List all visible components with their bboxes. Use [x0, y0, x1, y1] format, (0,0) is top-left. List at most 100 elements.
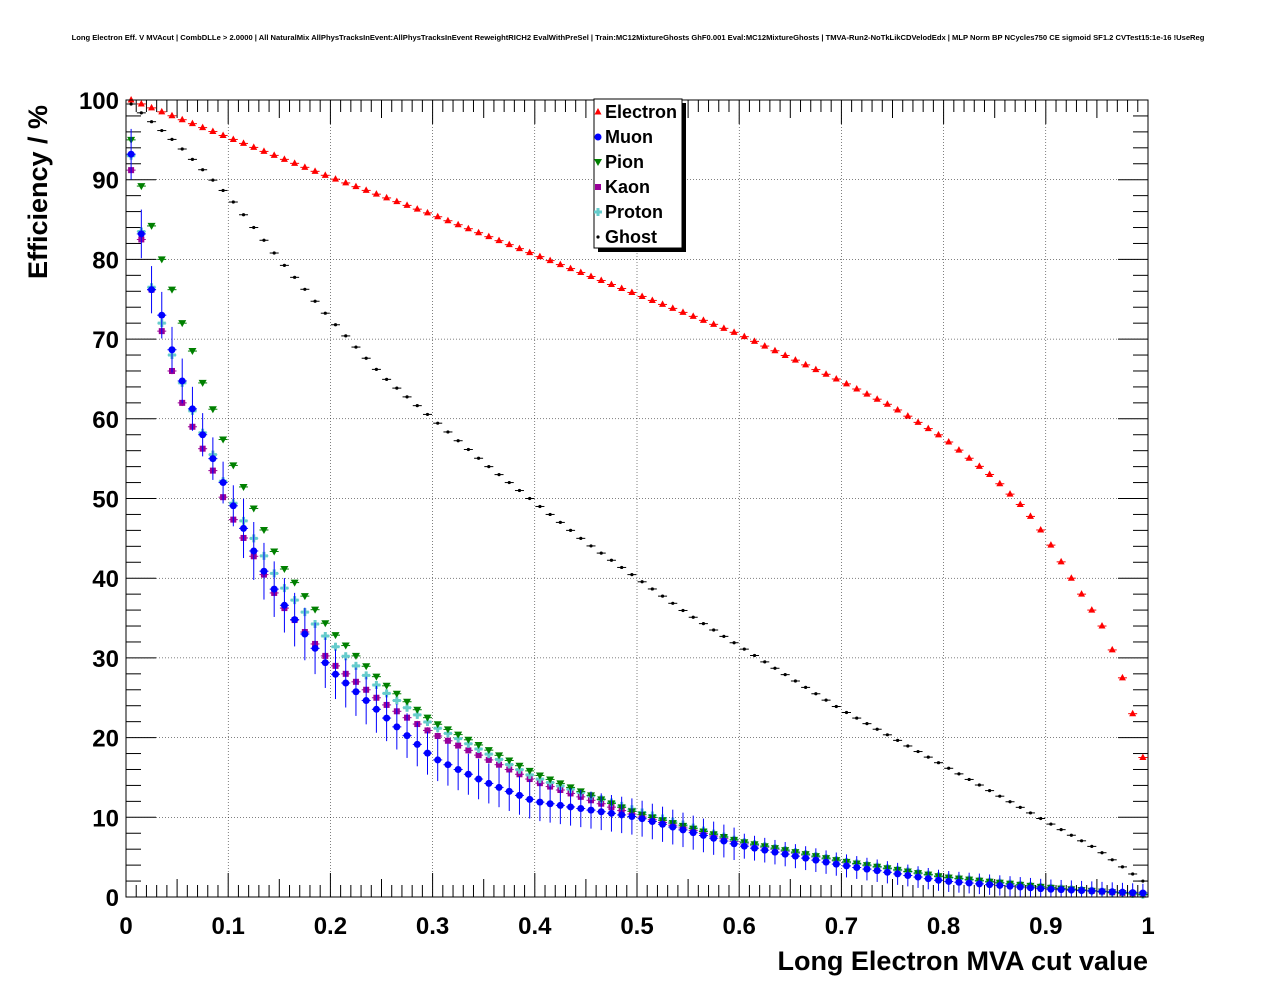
x-tick-label: 0.8 — [927, 913, 960, 940]
x-tick-label: 0.7 — [825, 913, 858, 940]
legend-label: Electron — [605, 102, 677, 122]
data-point — [955, 878, 963, 886]
data-point — [691, 615, 695, 619]
data-point — [1006, 490, 1014, 497]
data-point — [454, 731, 463, 739]
data-point — [965, 879, 973, 887]
data-point — [730, 328, 738, 335]
data-point — [875, 727, 879, 731]
data-point — [443, 726, 452, 734]
data-point — [505, 240, 513, 248]
data-point — [455, 742, 462, 749]
y-tick-label: 30 — [92, 646, 119, 673]
data-point — [885, 733, 889, 737]
legend-entry-kaon: Kaon — [595, 177, 650, 197]
legend-entries: Electron Muon Pion Kaon Proton Ghost — [594, 102, 677, 247]
data-point — [546, 256, 554, 264]
data-point — [822, 858, 830, 866]
data-point — [127, 96, 135, 103]
data-point — [936, 761, 941, 765]
data-point — [270, 151, 278, 158]
data-point — [548, 512, 552, 517]
data-point — [139, 111, 143, 115]
data-point — [465, 747, 472, 754]
data-point — [413, 205, 421, 212]
data-point — [321, 620, 330, 628]
legend-box — [593, 98, 683, 249]
data-point — [671, 601, 675, 605]
data-point — [536, 252, 544, 260]
data-point — [168, 346, 176, 354]
data-point — [1008, 800, 1012, 804]
y-tick-label: 70 — [92, 327, 119, 354]
data-point — [567, 803, 575, 811]
data-point — [855, 716, 859, 720]
data-point — [484, 747, 493, 755]
data-point — [1057, 886, 1065, 894]
data-point — [259, 526, 268, 534]
data-point — [157, 256, 166, 264]
data-point — [1110, 858, 1114, 862]
data-point — [239, 483, 248, 491]
data-point — [771, 848, 779, 856]
data-point — [528, 496, 532, 501]
data-point — [843, 379, 851, 387]
data-point — [814, 692, 818, 696]
data-point — [1131, 872, 1135, 876]
x-axis-label: Long Electron MVA cut value — [777, 946, 1148, 976]
data-point — [505, 787, 513, 795]
legend-marker — [594, 108, 602, 115]
data-point — [446, 430, 450, 434]
data-point — [720, 324, 728, 331]
legend-entry-proton: Proton — [594, 202, 663, 222]
data-point — [464, 736, 473, 744]
data-point — [137, 230, 145, 238]
data-point — [393, 197, 401, 205]
data-point — [475, 752, 482, 759]
data-point — [434, 756, 442, 764]
data-point — [1079, 839, 1084, 843]
data-point — [781, 351, 789, 358]
data-point — [538, 504, 542, 509]
data-point — [485, 779, 493, 787]
data-point — [618, 284, 626, 291]
data-point — [351, 652, 360, 660]
x-tick-label: 0.2 — [314, 913, 347, 940]
data-point — [362, 697, 370, 705]
x-tick-label: 0.3 — [416, 913, 449, 940]
data-point — [1098, 622, 1106, 629]
series-muon — [126, 128, 1148, 897]
data-point — [752, 653, 757, 658]
data-point — [515, 791, 523, 799]
data-point — [1120, 865, 1125, 869]
legend-label: Proton — [605, 202, 663, 222]
data-point — [362, 186, 370, 193]
data-point — [413, 740, 421, 748]
data-point — [732, 641, 736, 645]
data-point — [1067, 886, 1075, 894]
data-point — [301, 163, 309, 170]
x-tick-label: 0.9 — [1029, 913, 1062, 940]
data-point — [496, 761, 503, 768]
data-point — [640, 580, 644, 584]
data-point — [158, 311, 166, 319]
legend-entry-electron: Electron — [594, 102, 677, 122]
data-point — [362, 663, 371, 671]
data-point — [252, 225, 256, 230]
data-point — [740, 332, 748, 340]
data-point — [996, 881, 1004, 889]
data-point — [190, 157, 195, 161]
data-point — [955, 446, 963, 453]
data-point — [865, 722, 869, 726]
data-point — [793, 679, 798, 683]
data-point — [405, 395, 409, 399]
data-point — [495, 752, 504, 760]
data-point — [832, 374, 840, 382]
data-point — [630, 573, 634, 577]
data-point — [137, 183, 146, 191]
data-point — [761, 846, 769, 854]
data-point — [914, 418, 922, 425]
data-point — [208, 406, 217, 414]
data-point — [311, 644, 319, 652]
data-point — [699, 316, 707, 323]
